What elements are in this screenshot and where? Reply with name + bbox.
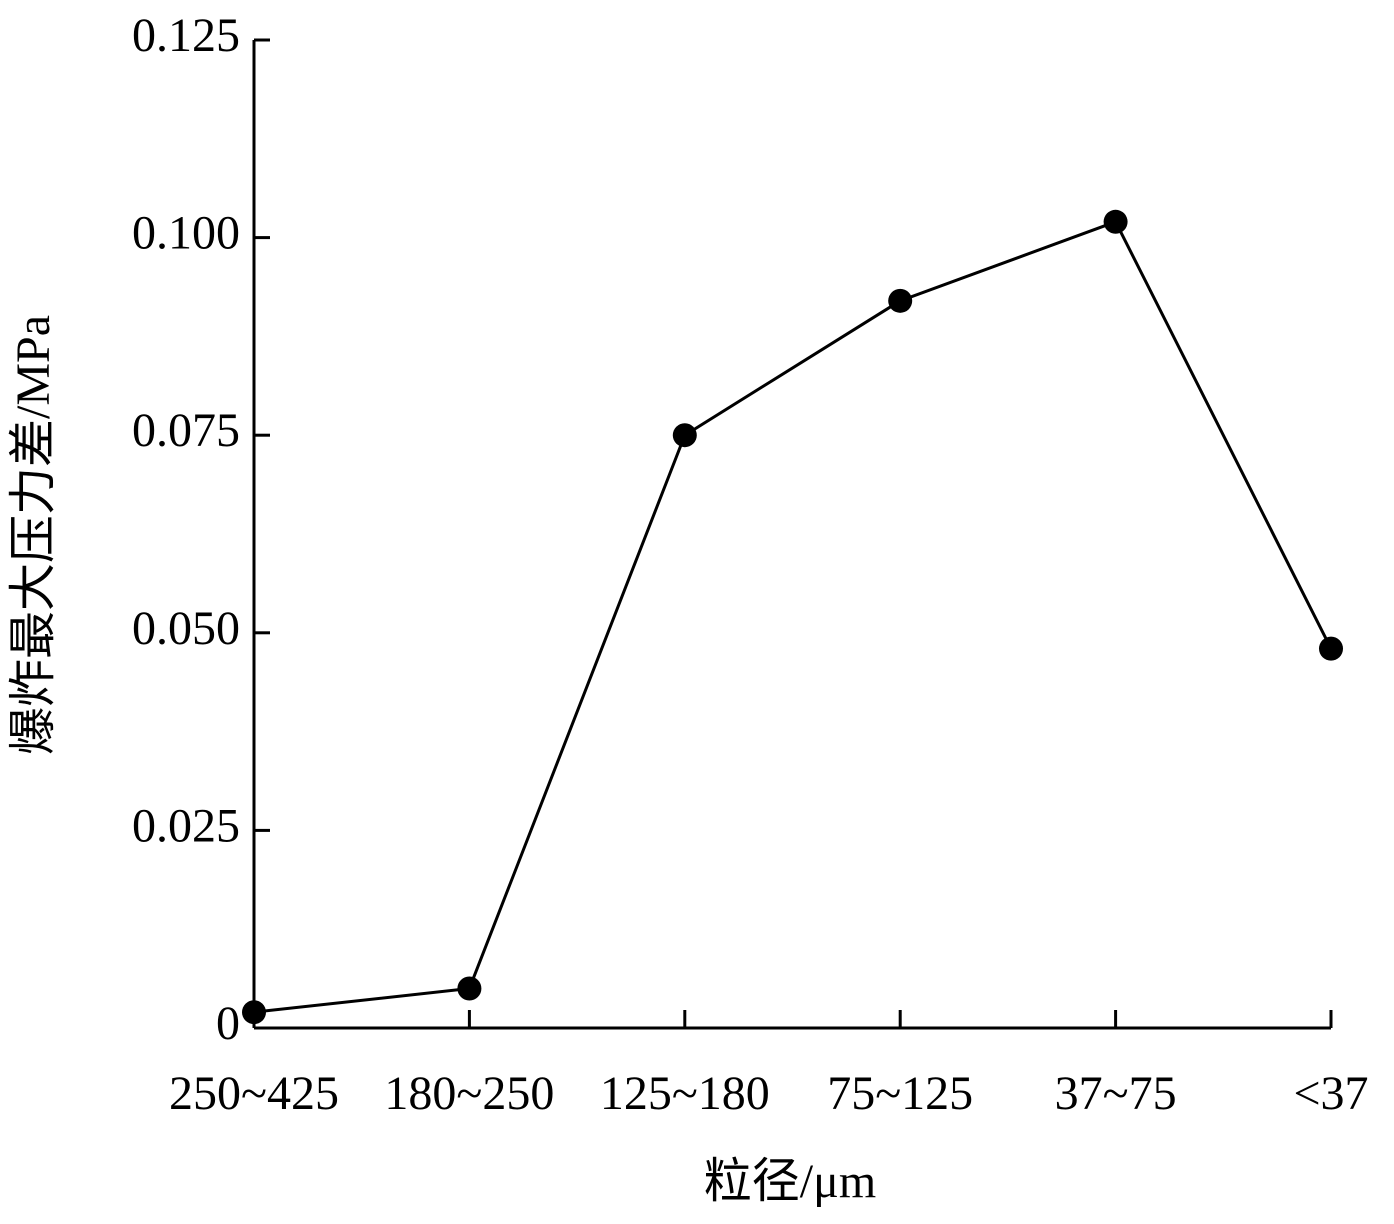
point <box>888 288 913 313</box>
y-tick-label: 0.100 <box>132 207 240 260</box>
x-tick-label: 75~125 <box>827 1067 973 1120</box>
x-tick-label: 180~250 <box>384 1067 554 1120</box>
x-tick-label: 250~425 <box>169 1067 339 1120</box>
x-tick-label: 37~75 <box>1055 1067 1177 1120</box>
y-tick-label: 0.050 <box>132 602 240 655</box>
x-tick-label: 125~180 <box>600 1067 770 1120</box>
line <box>253 219 1333 1014</box>
point <box>1103 209 1128 234</box>
x-tick-label: <37 <box>1293 1067 1368 1120</box>
point <box>1319 636 1343 661</box>
x-axis-label: 粒径/μm <box>704 1155 876 1208</box>
y-tick-label: 0.025 <box>132 799 240 852</box>
point <box>242 1000 266 1025</box>
y-tick-label: 0.075 <box>132 404 240 457</box>
point <box>457 976 482 1001</box>
y-axis-label: 爆炸最大压力差/MPa <box>7 315 60 755</box>
point <box>672 423 697 448</box>
y-tick-label: 0 <box>216 997 240 1050</box>
y-tick-label: 0.125 <box>132 9 240 62</box>
